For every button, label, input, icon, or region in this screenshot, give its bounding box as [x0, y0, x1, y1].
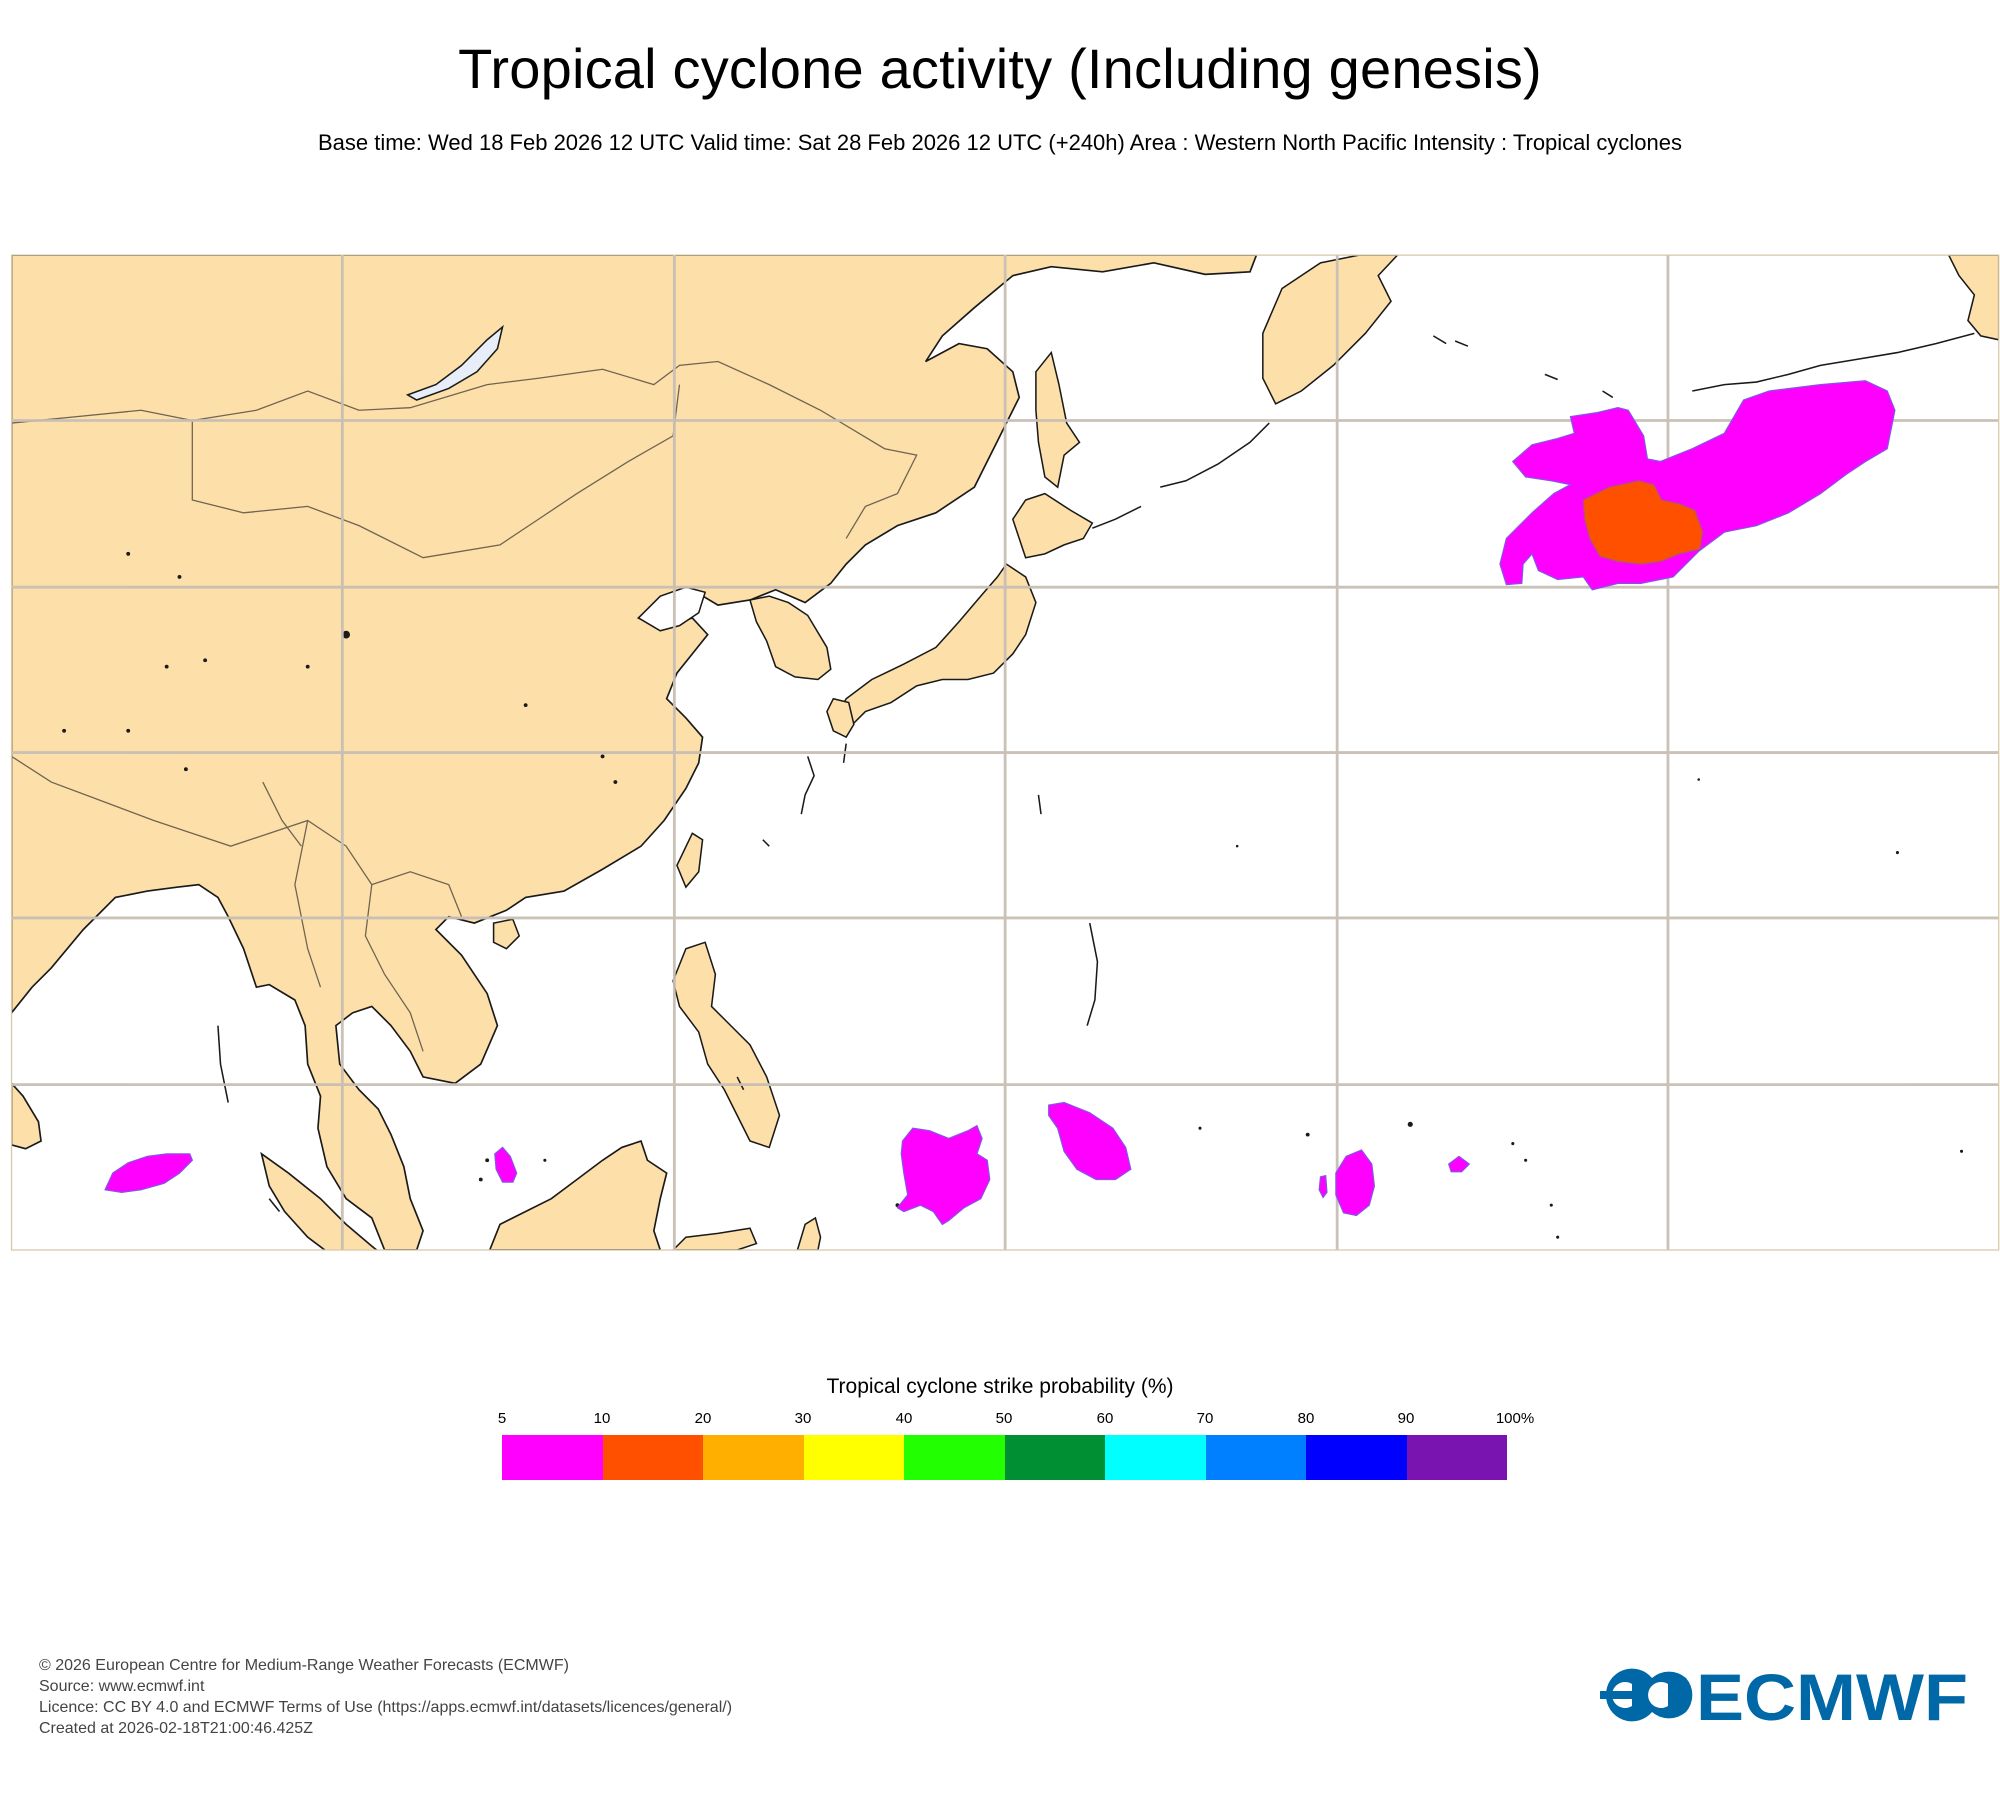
footer-credits: © 2026 European Centre for Medium-Range … — [39, 1655, 732, 1739]
landmass-korea — [749, 595, 832, 681]
legend-title: Tropical cyclone strike probability (%) — [826, 1375, 1174, 1398]
map-frame — [10, 254, 2000, 1251]
landmass-alaska — [1947, 255, 1999, 341]
probability-region-caroline-central — [1048, 1101, 1132, 1181]
legend-tick: 100% — [1495, 1410, 1535, 1427]
chart-title: Tropical cyclone activity (Including gen… — [458, 37, 1542, 100]
footer-copyright: © 2026 European Centre for Medium-Range … — [39, 1657, 569, 1674]
legend-swatch — [1105, 1435, 1206, 1480]
landmass-sumatra — [260, 1151, 378, 1250]
legend-swatch — [1406, 1435, 1507, 1480]
probability-region-north-pacific-core — [1582, 480, 1704, 565]
legend-tick: 40 — [895, 1410, 913, 1427]
legend-swatch — [1205, 1435, 1306, 1480]
probability-region-caroline-east-small — [1318, 1174, 1328, 1199]
legend-swatch — [904, 1435, 1005, 1480]
legend-tick: 50 — [995, 1410, 1013, 1427]
probability-region-bay-of-bengal — [104, 1153, 194, 1193]
legend-ticks: 5 10 20 30 40 50 60 70 80 90 100% — [0, 1410, 2000, 1430]
legend-swatch — [803, 1435, 904, 1480]
legend-swatch — [703, 1435, 804, 1480]
legend-tick: 80 — [1297, 1410, 1315, 1427]
legend-tick: 90 — [1397, 1410, 1415, 1427]
probability-region-caroline-west — [896, 1124, 991, 1226]
footer-source: Source: www.ecmwf.int — [39, 1678, 205, 1695]
ecmwf-logo: ECMWF — [1600, 1660, 1968, 1730]
landmass-borneo — [488, 1139, 668, 1250]
lat-lon-grid — [11, 255, 1999, 1250]
legend-swatch — [502, 1435, 603, 1480]
landmass-japan — [834, 563, 1037, 726]
legend-tick: 5 — [497, 1410, 507, 1427]
probability-region-south-china-sea — [494, 1146, 518, 1183]
landmass-hokkaido — [1011, 492, 1094, 559]
landmass-sri-lanka — [11, 1082, 42, 1150]
legend-tick: 20 — [694, 1410, 712, 1427]
legend-tick: 70 — [1196, 1410, 1214, 1427]
legend-swatch — [602, 1435, 703, 1480]
probability-region-marshall-small — [1447, 1155, 1471, 1173]
legend-tick: 30 — [794, 1410, 812, 1427]
ecmwf-emblem-icon — [1600, 1668, 1693, 1722]
landmass-halmahera — [796, 1216, 822, 1250]
small-islands-dots — [62, 551, 1964, 1239]
probability-region-caroline-east — [1335, 1149, 1376, 1217]
island-outlines — [217, 332, 1975, 1213]
landmass-sulawesi — [671, 1227, 758, 1250]
chart-subtitle: Base time: Wed 18 Feb 2026 12 UTC Valid … — [317, 130, 1683, 155]
footer-created: Created at 2026-02-18T21:00:46.425Z — [39, 1720, 313, 1737]
legend-swatch — [1004, 1435, 1105, 1480]
legend-swatch — [1306, 1435, 1407, 1480]
lake-baikal — [405, 324, 504, 401]
landmass-kyushu — [826, 697, 855, 739]
landmass-taiwan — [676, 832, 704, 889]
ecmwf-logo-text: ECMWF — [1696, 1660, 1968, 1730]
legend-colorbar — [502, 1435, 1507, 1480]
landmass-kamchatka — [1262, 255, 1399, 405]
footer-licence: Licence: CC BY 4.0 and ECMWF Terms of Us… — [39, 1699, 733, 1716]
bohai-sea — [637, 586, 707, 632]
landmass-philippines — [672, 941, 781, 1149]
country-borders — [11, 360, 918, 1052]
legend-tick: 10 — [593, 1410, 611, 1427]
legend-tick: 60 — [1096, 1410, 1114, 1427]
landmass-hainan — [492, 918, 521, 950]
